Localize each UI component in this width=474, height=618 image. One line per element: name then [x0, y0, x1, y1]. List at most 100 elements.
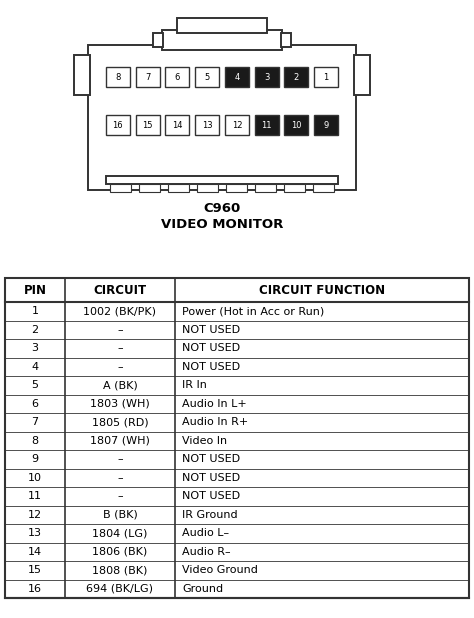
Text: 12: 12: [232, 121, 242, 130]
Text: 1: 1: [323, 72, 329, 82]
Text: NOT USED: NOT USED: [182, 454, 240, 464]
Text: 9: 9: [323, 121, 329, 130]
Text: 10: 10: [291, 121, 301, 130]
Text: NOT USED: NOT USED: [182, 343, 240, 353]
Text: Audio In L+: Audio In L+: [182, 399, 247, 408]
Text: 15: 15: [28, 565, 42, 575]
Bar: [255, 67, 279, 87]
Bar: [227, 184, 246, 192]
Text: 12: 12: [28, 510, 42, 520]
Text: –: –: [117, 454, 123, 464]
Text: 1803 (WH): 1803 (WH): [90, 399, 150, 408]
Bar: [136, 115, 160, 135]
Text: 14: 14: [172, 121, 182, 130]
Text: 4: 4: [234, 72, 239, 82]
Text: Audio R–: Audio R–: [182, 547, 231, 557]
Text: –: –: [117, 491, 123, 501]
Bar: [255, 115, 279, 135]
Text: 1: 1: [31, 307, 38, 316]
Bar: [195, 115, 219, 135]
Text: IR Ground: IR Ground: [182, 510, 237, 520]
Text: Video In: Video In: [182, 436, 227, 446]
Bar: [281, 33, 291, 47]
Text: 7: 7: [31, 417, 38, 427]
Text: 5: 5: [31, 380, 38, 390]
Text: 1807 (WH): 1807 (WH): [90, 436, 150, 446]
Bar: [106, 115, 130, 135]
Text: –: –: [117, 473, 123, 483]
Text: –: –: [117, 362, 123, 372]
Text: 13: 13: [28, 528, 42, 538]
Bar: [284, 115, 309, 135]
Bar: [225, 115, 249, 135]
Text: CIRCUIT FUNCTION: CIRCUIT FUNCTION: [259, 284, 385, 297]
Text: Video Ground: Video Ground: [182, 565, 258, 575]
Text: 694 (BK/LG): 694 (BK/LG): [86, 584, 154, 594]
Text: 11: 11: [28, 491, 42, 501]
Text: Ground: Ground: [182, 584, 223, 594]
Bar: [255, 184, 276, 192]
Text: 3: 3: [264, 72, 269, 82]
Text: Power (Hot in Acc or Run): Power (Hot in Acc or Run): [182, 307, 324, 316]
Bar: [153, 33, 163, 47]
Text: NOT USED: NOT USED: [182, 473, 240, 483]
Text: NOT USED: NOT USED: [182, 324, 240, 335]
Text: 1805 (RD): 1805 (RD): [91, 417, 148, 427]
Text: 5: 5: [204, 72, 210, 82]
Bar: [106, 176, 338, 184]
Text: –: –: [117, 343, 123, 353]
Bar: [88, 45, 356, 190]
Bar: [5, 278, 469, 598]
Text: 2: 2: [294, 72, 299, 82]
Bar: [162, 30, 282, 50]
Text: Audio In R+: Audio In R+: [182, 417, 248, 427]
Text: CIRCUIT: CIRCUIT: [93, 284, 146, 297]
Text: –: –: [117, 324, 123, 335]
Text: 14: 14: [28, 547, 42, 557]
Bar: [314, 115, 338, 135]
Text: 8: 8: [115, 72, 120, 82]
Bar: [314, 67, 338, 87]
Text: NOT USED: NOT USED: [182, 491, 240, 501]
Text: 4: 4: [31, 362, 38, 372]
Text: B (BK): B (BK): [103, 510, 137, 520]
Text: 1806 (BK): 1806 (BK): [92, 547, 147, 557]
Text: 3: 3: [31, 343, 38, 353]
Text: 1002 (BK/PK): 1002 (BK/PK): [83, 307, 156, 316]
Bar: [165, 115, 190, 135]
Text: VIDEO MONITOR: VIDEO MONITOR: [161, 218, 283, 231]
Text: 11: 11: [261, 121, 272, 130]
Text: 13: 13: [202, 121, 212, 130]
Text: 10: 10: [28, 473, 42, 483]
Bar: [197, 184, 218, 192]
Bar: [354, 55, 370, 95]
Bar: [168, 184, 189, 192]
Text: 9: 9: [31, 454, 38, 464]
Bar: [74, 55, 90, 95]
Text: C960: C960: [203, 201, 241, 214]
Text: PIN: PIN: [24, 284, 46, 297]
Bar: [110, 184, 131, 192]
Bar: [195, 67, 219, 87]
Text: 16: 16: [28, 584, 42, 594]
Text: IR In: IR In: [182, 380, 207, 390]
Bar: [136, 67, 160, 87]
Bar: [139, 184, 160, 192]
Text: 7: 7: [145, 72, 150, 82]
Bar: [165, 67, 190, 87]
Text: 8: 8: [31, 436, 38, 446]
Text: 1808 (BK): 1808 (BK): [92, 565, 148, 575]
Text: Audio L–: Audio L–: [182, 528, 229, 538]
Bar: [106, 67, 130, 87]
Text: 16: 16: [112, 121, 123, 130]
Bar: [284, 184, 305, 192]
Text: 1804 (LG): 1804 (LG): [92, 528, 148, 538]
Bar: [225, 67, 249, 87]
Text: NOT USED: NOT USED: [182, 362, 240, 372]
Text: 6: 6: [175, 72, 180, 82]
Bar: [177, 18, 267, 33]
Text: A (BK): A (BK): [103, 380, 137, 390]
Bar: [284, 67, 309, 87]
Text: 6: 6: [31, 399, 38, 408]
Text: 2: 2: [31, 324, 38, 335]
